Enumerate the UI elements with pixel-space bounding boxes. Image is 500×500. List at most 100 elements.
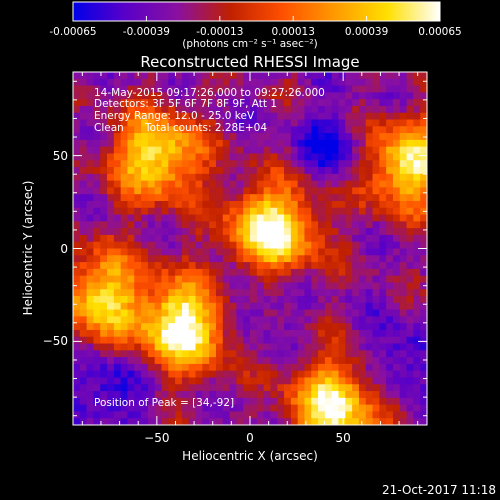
heatmap-cell — [379, 343, 387, 351]
heatmap-cell — [141, 296, 149, 304]
heatmap-cell — [222, 85, 231, 93]
heatmap-cell — [304, 173, 312, 182]
heatmap-cell — [215, 255, 224, 263]
heatmap-cell — [386, 275, 394, 284]
heatmap-cell — [188, 187, 197, 195]
heatmap-cell — [147, 391, 156, 399]
heatmap-cell — [73, 194, 81, 202]
heatmap-cell — [202, 167, 210, 175]
heatmap-cell — [161, 200, 169, 209]
heatmap-cell — [141, 180, 149, 189]
heatmap-cell — [420, 187, 427, 195]
heatmap-cell — [107, 153, 115, 161]
heatmap-cell — [222, 282, 231, 290]
heatmap-cell — [406, 377, 414, 385]
heatmap-cell — [250, 167, 258, 175]
heatmap-cell — [331, 350, 340, 358]
heatmap-cell — [386, 262, 394, 270]
heatmap-cell — [229, 146, 237, 155]
heatmap-cell — [311, 384, 319, 392]
heatmap-cell — [386, 336, 394, 345]
heatmap-cell — [141, 173, 149, 182]
heatmap-cell — [209, 92, 217, 100]
heatmap-cell — [311, 99, 319, 107]
heatmap-cell — [420, 262, 427, 270]
heatmap-cell — [134, 85, 142, 93]
heatmap-cell — [79, 221, 88, 229]
heatmap-cell — [100, 296, 108, 304]
heatmap-cell — [113, 336, 122, 345]
heatmap-cell — [338, 72, 346, 80]
heatmap-cell — [338, 262, 346, 270]
heatmap-cell — [413, 99, 421, 107]
heatmap-cell — [175, 262, 183, 270]
heatmap-cell — [120, 404, 129, 413]
heatmap-cell — [154, 85, 163, 93]
heatmap-cell — [222, 418, 231, 425]
heatmap-cell — [318, 85, 326, 93]
heatmap-cell — [154, 302, 163, 311]
heatmap-cell — [352, 234, 360, 243]
heatmap-cell — [202, 153, 210, 161]
heatmap-cell — [352, 139, 360, 148]
heatmap-cell — [270, 228, 278, 236]
heatmap-cell — [413, 133, 421, 141]
heatmap-cell — [324, 72, 333, 80]
heatmap-cell — [324, 167, 333, 175]
heatmap-cell — [318, 133, 326, 141]
heatmap-cell — [154, 221, 163, 229]
heatmap-cell — [270, 309, 278, 317]
heatmap-cell — [358, 99, 367, 107]
heatmap-cell — [270, 167, 278, 175]
heatmap-cell — [175, 391, 183, 399]
heatmap-cell — [392, 194, 401, 202]
heatmap-cell — [318, 72, 326, 80]
heatmap-cell — [372, 370, 380, 379]
heatmap-cell — [318, 248, 326, 256]
heatmap-cell — [318, 167, 326, 175]
heatmap-cell — [290, 357, 299, 365]
heatmap-cell — [127, 411, 135, 419]
heatmap-cell — [181, 248, 190, 256]
heatmap-cell — [188, 384, 197, 392]
heatmap-cell — [229, 289, 237, 297]
heatmap-cell — [147, 350, 156, 358]
heatmap-cell — [420, 214, 427, 222]
heatmap-cell — [358, 200, 367, 209]
heatmap-cell — [372, 248, 380, 256]
heatmap-cell — [120, 105, 129, 114]
heatmap-cell — [304, 302, 312, 311]
heatmap-cell — [304, 119, 312, 127]
heatmap-cell — [379, 309, 387, 317]
heatmap-cell — [195, 146, 203, 155]
heatmap-cell — [107, 397, 115, 406]
heatmap-cell — [175, 153, 183, 161]
heatmap-cell — [270, 316, 278, 324]
heatmap-cell — [243, 384, 251, 392]
heatmap-cell — [277, 363, 285, 372]
heatmap-cell — [93, 78, 101, 87]
heatmap-cell — [79, 289, 88, 297]
heatmap-cell — [297, 404, 306, 413]
heatmap-cell — [406, 99, 414, 107]
heatmap-cell — [188, 397, 197, 406]
heatmap-cell — [250, 275, 258, 284]
heatmap-cell — [141, 275, 149, 284]
heatmap-cell — [358, 119, 367, 127]
heatmap-cell — [243, 363, 251, 372]
y-tick-label: 0 — [60, 241, 68, 256]
heatmap-cell — [304, 167, 312, 175]
heatmap-cell — [113, 119, 122, 127]
heatmap-cell — [202, 329, 210, 338]
heatmap-cell — [215, 262, 224, 270]
heatmap-cell — [79, 282, 88, 290]
heatmap-cell — [73, 72, 81, 80]
heatmap-cell — [243, 187, 251, 195]
heatmap-cell — [399, 302, 408, 311]
heatmap-cell — [120, 370, 129, 379]
heatmap-cell — [372, 323, 380, 331]
heatmap-cell — [93, 214, 101, 222]
heatmap-cell — [79, 187, 88, 195]
heatmap-cell — [365, 105, 374, 114]
heatmap-cell — [270, 350, 278, 358]
